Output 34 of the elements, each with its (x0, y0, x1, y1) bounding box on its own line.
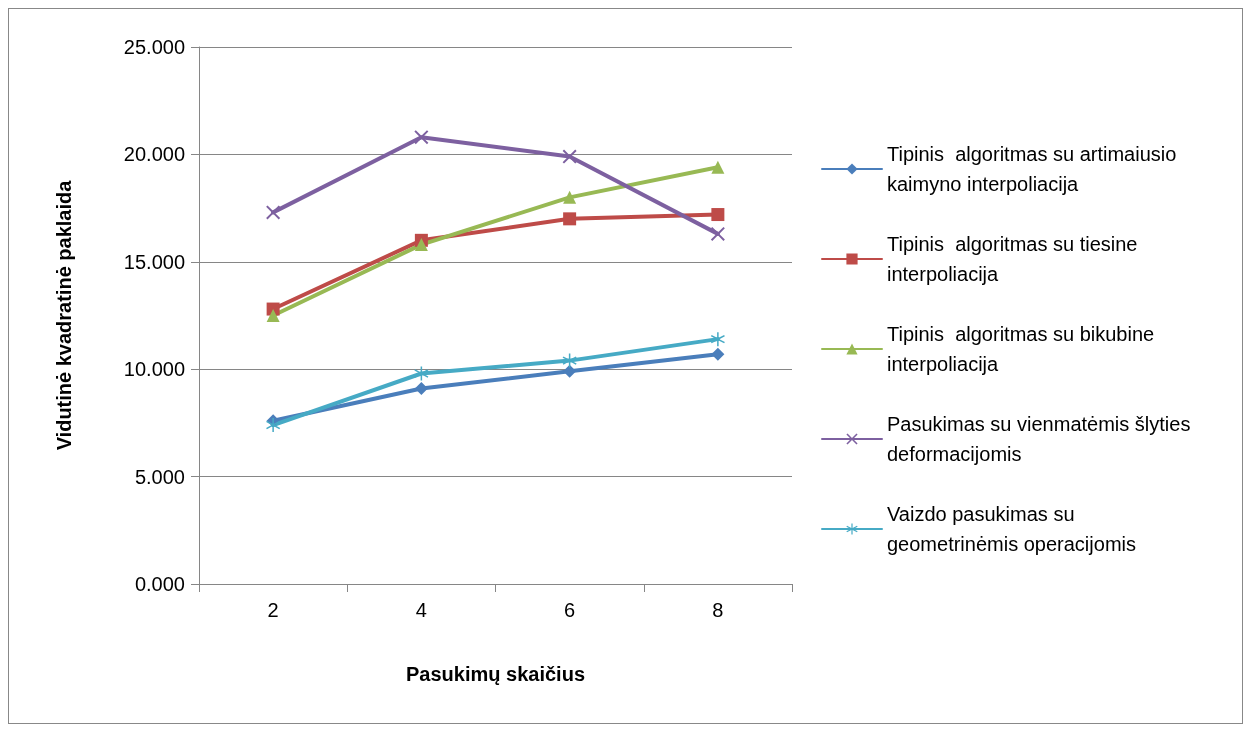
x-tick-label: 6 (564, 599, 576, 621)
legend-label: Vaizdo pasukimas su geometrinėmis operacijomis (887, 503, 1136, 555)
point (711, 160, 725, 174)
point (562, 353, 577, 368)
point (266, 205, 281, 220)
legend-label: Tipinis algoritmas su tiesine interpoliacija (887, 233, 1144, 285)
y-tick-label: 15.000 (123, 250, 185, 273)
point (562, 149, 577, 164)
point (414, 366, 429, 381)
legend-label: Tipinis algoritmas su artimaiusio kaimyno interpoliacija (887, 143, 1182, 195)
point (414, 238, 428, 252)
point (711, 347, 725, 361)
y-tick-label: 10.000 (123, 358, 185, 381)
point (414, 382, 428, 396)
x-axis-title: Pasukimų skaičius (406, 663, 585, 685)
y-axis-title: Vidutinė kvadratinė paklaida (53, 179, 75, 451)
point (414, 130, 429, 145)
y-tick-label: 5.000 (134, 465, 185, 488)
point (563, 190, 577, 204)
point (266, 418, 281, 433)
point (266, 309, 280, 322)
y-tick-label: 0.000 (134, 573, 185, 595)
x-tick-label: 4 (415, 599, 427, 621)
legend-label: Tipinis algoritmas su bikubine interpoliacija (887, 323, 1160, 375)
point (711, 208, 725, 222)
y-tick-label: 25.000 (123, 36, 185, 58)
x-tick-label: 2 (267, 599, 279, 621)
x-tick-label: 8 (712, 599, 724, 621)
y-tick-label: 20.000 (123, 143, 185, 166)
legend-label: Pasukimas su vienmatėmis šlyties deformacijomis (887, 413, 1196, 465)
point (563, 364, 577, 378)
point (710, 226, 725, 241)
point (563, 212, 577, 226)
point (710, 332, 725, 347)
